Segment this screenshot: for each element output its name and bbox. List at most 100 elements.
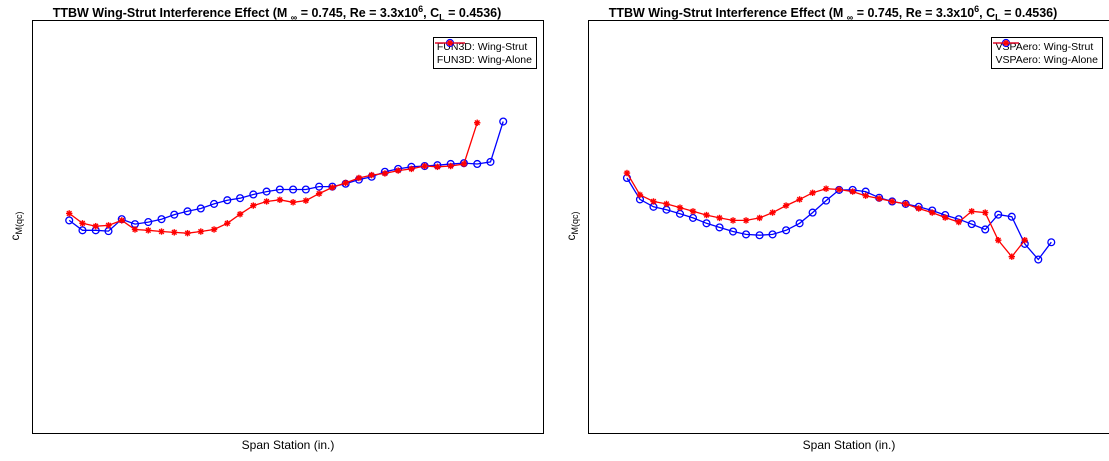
data-point: [902, 200, 909, 208]
data-point: [105, 222, 112, 229]
plot-svg: [622, 169, 1056, 264]
plot-svg: [65, 117, 508, 237]
data-point: [79, 220, 86, 227]
data-point: [835, 186, 843, 193]
right-chart-panel: TTBW Wing-Strut Interference Effect (M ∞…: [556, 0, 1109, 461]
data-point: [210, 199, 219, 208]
data-point: [741, 230, 751, 239]
data-point: [822, 185, 830, 192]
data-point: [460, 160, 468, 168]
data-point: [715, 223, 724, 232]
data-point: [171, 229, 178, 236]
data-point: [929, 209, 936, 216]
data-point: [342, 179, 349, 187]
data-point: [144, 218, 153, 227]
legend-item-wing-alone: FUN3D: Wing-Alone: [434, 40, 532, 66]
data-point: [92, 222, 99, 230]
data-point: [849, 188, 856, 195]
data-point: [1021, 236, 1028, 244]
data-point: [955, 218, 962, 226]
data-point: [663, 200, 670, 208]
data-point: [118, 217, 125, 224]
data-point: [66, 210, 73, 217]
data-point: [676, 204, 684, 211]
data-point: [145, 227, 152, 234]
data-point: [795, 219, 804, 228]
data-point: [755, 231, 764, 240]
data-point: [994, 210, 1003, 219]
data-point: [782, 226, 791, 235]
data-point: [263, 198, 270, 205]
data-point: [982, 209, 989, 216]
data-point: [262, 187, 271, 196]
data-point: [499, 117, 508, 126]
data-point: [275, 185, 284, 194]
data-point: [875, 195, 883, 202]
data-point: [249, 190, 258, 199]
data-point: [862, 192, 869, 199]
data-point: [809, 189, 816, 197]
data-point: [131, 226, 139, 233]
x-axis-label: Span Station (in.): [802, 438, 896, 452]
data-point: [756, 214, 763, 222]
data-point: [276, 196, 284, 204]
legend: FUN3D: Wing-Strut FUN3D: Wing-Alone: [432, 37, 537, 69]
legend-item-wing-alone: VSPAero: Wing-Alone: [993, 40, 1098, 66]
data-point: [1007, 212, 1016, 221]
data-point: [822, 196, 831, 205]
data-point: [808, 208, 817, 217]
data-point: [782, 202, 790, 209]
data-point: [329, 184, 336, 191]
data-point: [1034, 255, 1043, 264]
data-point: [301, 185, 310, 194]
data-point: [381, 170, 389, 177]
data-point: [702, 219, 711, 228]
data-point: [716, 214, 723, 222]
data-point: [474, 119, 481, 126]
data-point: [158, 228, 165, 235]
legend-label: VSPAero: Wing-Strut: [995, 40, 1094, 53]
data-point: [315, 182, 324, 191]
data-point: [796, 196, 803, 203]
data-point: [689, 208, 697, 215]
data-point: [408, 165, 415, 173]
data-point: [236, 211, 244, 218]
data-point: [183, 207, 192, 216]
legend: VSPAero: Wing-Strut VSPAero: Wing-Alone: [991, 37, 1103, 69]
legend-label: FUN3D: Wing-Alone: [436, 53, 532, 66]
data-point: [447, 162, 454, 170]
star-marker-icon: [993, 40, 1020, 46]
data-point: [703, 211, 710, 219]
data-point: [742, 217, 750, 224]
data-point: [981, 225, 990, 234]
x-axis-label: Span Station (in.): [241, 438, 335, 452]
data-point: [636, 191, 644, 199]
data-point: [355, 174, 363, 182]
data-point: [196, 204, 205, 213]
data-point: [289, 199, 297, 206]
data-point: [729, 217, 737, 224]
data-point: [289, 185, 298, 194]
data-point: [623, 169, 631, 177]
star-marker-icon: [434, 40, 465, 46]
legend-label: VSPAero: Wing-Alone: [995, 53, 1098, 66]
data-point: [224, 220, 231, 227]
data-point: [184, 229, 191, 237]
data-point: [394, 167, 402, 174]
plot-area: FUN3D: Wing-Strut FUN3D: Wing-Alone: [32, 20, 544, 434]
y-axis-label: cM(qc): [7, 211, 25, 241]
data-point: [223, 196, 232, 205]
data-point: [915, 205, 922, 212]
data-point: [995, 236, 1002, 244]
left-chart-panel: TTBW Wing-Strut Interference Effect (M ∞…: [0, 0, 554, 461]
series-line-1: [68, 122, 478, 234]
chart-title: TTBW Wing-Strut Interference Effect (M ∞…: [52, 4, 502, 23]
data-point: [728, 227, 738, 236]
plot-area: VSPAero: Wing-Strut VSPAero: Wing-Alone: [588, 20, 1109, 434]
data-point: [769, 209, 776, 216]
data-point: [967, 220, 976, 229]
data-point: [473, 159, 482, 169]
data-point: [1008, 253, 1015, 260]
data-point: [942, 214, 949, 221]
data-point: [236, 194, 245, 203]
